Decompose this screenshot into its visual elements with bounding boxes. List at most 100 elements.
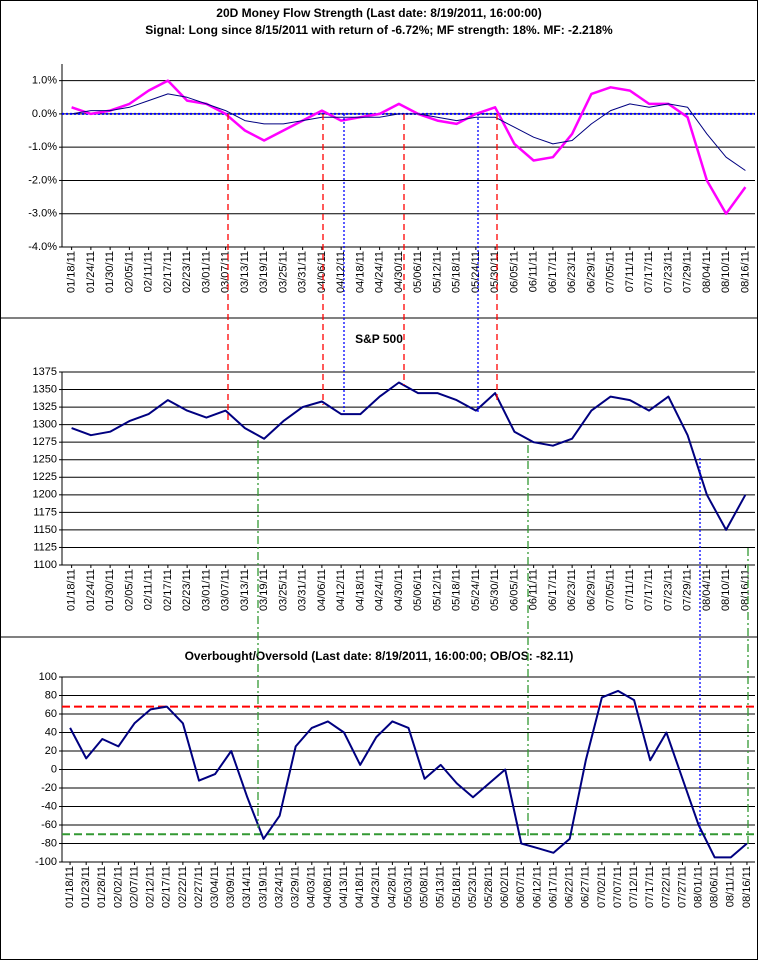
x-tick-label: 08/16/11 xyxy=(739,569,751,611)
y-tick-label: 1125 xyxy=(33,541,57,553)
x-tick-label: 04/12/11 xyxy=(335,251,347,293)
x-tick-label: 04/23/11 xyxy=(370,866,382,908)
x-tick-label: 06/02/11 xyxy=(499,866,511,908)
x-tick-label: 05/23/11 xyxy=(467,866,479,908)
x-tick-label: 07/12/11 xyxy=(628,866,640,908)
x-tick-label: 02/22/11 xyxy=(177,866,189,908)
series-line xyxy=(71,79,747,215)
x-tick-label: 05/12/11 xyxy=(431,569,443,611)
x-tick-label: 02/05/11 xyxy=(123,251,135,293)
x-tick-label: 03/25/11 xyxy=(277,251,289,293)
series-line xyxy=(71,381,747,531)
y-tick-label: 1300 xyxy=(33,419,57,431)
x-tick-label: 03/14/11 xyxy=(241,866,253,908)
x-tick-label: 02/17/11 xyxy=(162,251,174,293)
x-tick-label: 06/05/11 xyxy=(508,251,520,293)
x-tick-label: 07/17/11 xyxy=(643,251,655,293)
y-tick-label: 1100 xyxy=(33,559,57,571)
x-tick-label: 04/18/11 xyxy=(354,251,366,293)
x-tick-label: 04/08/11 xyxy=(322,866,334,908)
y-tick-label: -100 xyxy=(35,856,57,868)
x-tick-label: 07/23/11 xyxy=(662,251,674,293)
x-tick-label: 01/18/11 xyxy=(66,251,78,293)
y-tick-label: 1375 xyxy=(33,366,57,378)
x-tick-label: 08/04/11 xyxy=(701,251,713,293)
chart-subtitle: Signal: Long since 8/15/2011 with return… xyxy=(145,23,613,37)
x-tick-label: 05/08/11 xyxy=(419,866,431,908)
x-tick-label: 03/09/11 xyxy=(225,866,237,908)
series-line xyxy=(71,93,746,171)
y-tick-label: -20 xyxy=(41,782,57,794)
x-tick-label: 05/06/11 xyxy=(412,569,424,611)
x-tick-label: 03/13/11 xyxy=(239,569,251,611)
x-tick-label: 04/12/11 xyxy=(335,569,347,611)
x-tick-label: 08/10/11 xyxy=(720,569,732,611)
x-tick-label: 02/12/11 xyxy=(145,866,157,908)
y-tick-label: 40 xyxy=(45,726,57,738)
x-tick-label: 07/05/11 xyxy=(605,251,617,293)
y-tick-label: 100 xyxy=(39,671,57,683)
x-tick-label: 08/06/11 xyxy=(709,866,721,908)
x-tick-label: 08/16/11 xyxy=(741,866,753,908)
x-tick-label: 03/29/11 xyxy=(290,866,302,908)
signal-lines xyxy=(227,114,749,850)
x-tick-label: 06/11/11 xyxy=(528,569,540,610)
x-tick-label: 03/07/11 xyxy=(220,569,232,611)
x-tick-label: 02/17/11 xyxy=(161,866,173,908)
x-tick-label: 02/05/11 xyxy=(123,569,135,611)
chart-title: Overbought/Oversold (Last date: 8/19/201… xyxy=(185,649,574,663)
x-tick-label: 08/01/11 xyxy=(692,866,704,908)
x-tick-label: 01/23/11 xyxy=(80,866,92,908)
x-tick-label: 05/24/11 xyxy=(470,251,482,293)
x-tick-label: 07/11/11 xyxy=(624,251,636,292)
x-tick-label: 07/22/11 xyxy=(660,866,672,908)
x-tick-label: 05/03/11 xyxy=(402,866,414,908)
x-tick-label: 06/22/11 xyxy=(564,866,576,908)
x-tick-label: 05/24/11 xyxy=(470,569,482,611)
x-tick-label: 04/30/11 xyxy=(393,569,405,611)
y-tick-label: 0.0% xyxy=(32,108,57,120)
y-tick-label: -2.0% xyxy=(28,174,57,186)
x-tick-label: 01/30/11 xyxy=(104,569,116,611)
x-tick-label: 04/06/11 xyxy=(316,251,328,293)
chart-title: S&P 500 xyxy=(355,332,403,346)
x-tick-label: 06/23/11 xyxy=(566,569,578,611)
y-tick-label: 1175 xyxy=(33,506,57,518)
x-tick-label: 01/30/11 xyxy=(104,251,116,293)
x-tick-label: 06/11/11 xyxy=(528,251,540,292)
series-line xyxy=(69,689,748,859)
x-tick-label: 07/11/11 xyxy=(624,569,636,610)
x-tick-label: 07/17/11 xyxy=(643,569,655,611)
x-tick-label: 06/23/11 xyxy=(566,251,578,293)
x-tick-label: 03/07/11 xyxy=(220,251,232,293)
x-tick-label: 01/18/11 xyxy=(64,866,76,908)
x-tick-label: 02/07/11 xyxy=(128,866,140,908)
y-tick-label: -1.0% xyxy=(28,141,57,153)
x-tick-label: 06/29/11 xyxy=(585,569,597,611)
x-tick-label: 07/05/11 xyxy=(605,569,617,611)
x-tick-label: 05/28/11 xyxy=(483,866,495,908)
x-tick-label: 06/05/11 xyxy=(508,569,520,611)
x-tick-label: 03/01/11 xyxy=(200,251,212,293)
x-tick-label: 03/04/11 xyxy=(209,866,221,908)
x-tick-label: 07/02/11 xyxy=(596,866,608,908)
x-tick-label: 08/11/11 xyxy=(725,866,737,907)
x-tick-label: 04/18/11 xyxy=(354,866,366,908)
y-tick-label: 1325 xyxy=(33,401,57,413)
x-tick-label: 07/17/11 xyxy=(644,866,656,908)
x-tick-label: 07/29/11 xyxy=(682,569,694,611)
x-tick-label: 04/24/11 xyxy=(374,569,386,611)
y-tick-label: 1250 xyxy=(33,454,57,466)
x-tick-label: 04/03/11 xyxy=(306,866,318,908)
x-tick-label: 04/06/11 xyxy=(316,569,328,611)
x-tick-label: 03/24/11 xyxy=(273,866,285,908)
x-tick-label: 03/01/11 xyxy=(200,569,212,611)
y-tick-label: 20 xyxy=(45,745,57,757)
y-tick-label: 1150 xyxy=(33,524,57,536)
x-tick-label: 01/18/11 xyxy=(66,569,78,611)
x-tick-label: 08/10/11 xyxy=(720,251,732,293)
x-tick-label: 06/12/11 xyxy=(531,866,543,908)
x-tick-label: 03/25/11 xyxy=(277,569,289,611)
x-tick-label: 05/18/11 xyxy=(451,569,463,611)
x-tick-label: 05/18/11 xyxy=(451,251,463,293)
